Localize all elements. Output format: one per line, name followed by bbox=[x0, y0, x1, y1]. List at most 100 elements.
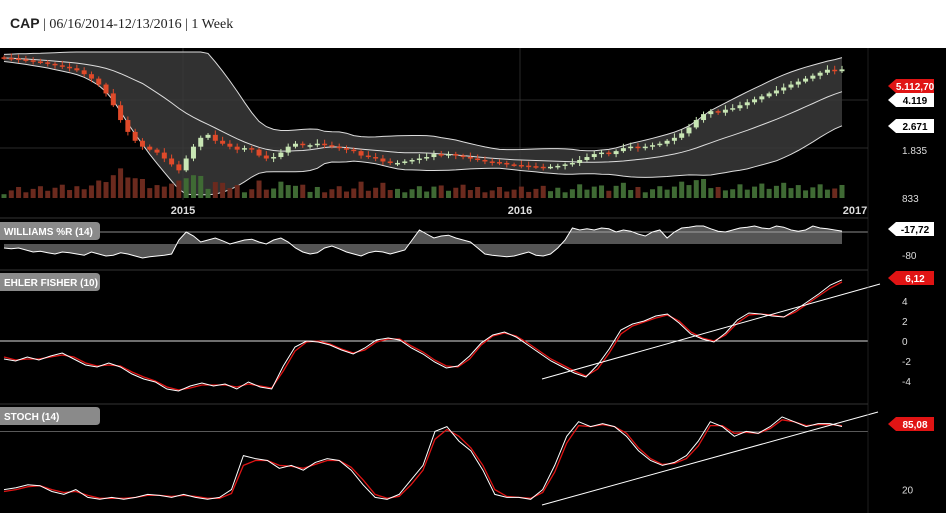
candle-body bbox=[810, 75, 816, 79]
price-badge-value: 2.671 bbox=[902, 122, 927, 133]
candle-body bbox=[118, 105, 124, 121]
candle-body bbox=[1, 57, 7, 59]
candle-body bbox=[176, 164, 182, 171]
candle-body bbox=[52, 63, 58, 66]
candle-body bbox=[249, 148, 255, 150]
candle-body bbox=[839, 69, 845, 72]
candle-body bbox=[365, 155, 371, 158]
candle-body bbox=[190, 146, 196, 159]
chart-title: CAP | 06/16/2014-12/13/2016 | 1 Week bbox=[10, 15, 233, 33]
volume-bar bbox=[781, 182, 787, 198]
volume-bar bbox=[446, 190, 452, 198]
volume-bar bbox=[548, 191, 554, 198]
candle-body bbox=[307, 145, 313, 147]
candle-body bbox=[234, 146, 240, 150]
volume-bar bbox=[30, 188, 36, 198]
volume-bar bbox=[81, 189, 87, 198]
volume-bar bbox=[599, 185, 605, 198]
volume-bar bbox=[227, 188, 233, 198]
volume-bar bbox=[613, 185, 619, 198]
volume-bar bbox=[16, 186, 22, 198]
candle-body bbox=[8, 57, 14, 60]
panel-label-tab bbox=[0, 407, 100, 425]
volume-bar bbox=[475, 186, 481, 198]
volume-bar bbox=[715, 186, 721, 198]
candle-body bbox=[183, 158, 189, 171]
volume-bar bbox=[803, 190, 809, 198]
symbol-label: CAP bbox=[10, 15, 40, 31]
candle-body bbox=[497, 162, 503, 164]
stoch-signal-line bbox=[3, 419, 843, 499]
candle-body bbox=[161, 152, 167, 159]
volume-bar bbox=[766, 188, 772, 198]
candle-body bbox=[16, 58, 22, 61]
candle-body bbox=[402, 161, 408, 163]
candle-body bbox=[620, 148, 626, 152]
candle-body bbox=[526, 165, 532, 168]
candle-body bbox=[212, 134, 218, 141]
price-panel[interactable]: 5.112,70 4.119 2.671 1.835 833 2015 2016 2017 bbox=[0, 48, 946, 217]
candle-body bbox=[642, 146, 648, 149]
volume-bar bbox=[110, 175, 116, 198]
volume-bar bbox=[292, 185, 298, 198]
volume-bar bbox=[635, 186, 641, 198]
volume-bar bbox=[533, 188, 539, 198]
volume-bar bbox=[671, 186, 677, 198]
candle-body bbox=[431, 154, 437, 158]
volume-bar bbox=[8, 190, 14, 198]
panel-label: EHLER FISHER (10) bbox=[4, 278, 98, 289]
candle-body bbox=[285, 146, 291, 153]
candle-body bbox=[715, 111, 721, 113]
candle-body bbox=[30, 60, 36, 62]
candle-body bbox=[555, 165, 561, 168]
volume-bar bbox=[132, 178, 138, 198]
fisher-tick-label: 0 bbox=[902, 337, 908, 348]
volume-bar bbox=[701, 179, 707, 198]
volume-bar bbox=[52, 187, 58, 198]
williams-panel[interactable]: WILLIAMS %R (14) -17,72 -80 bbox=[0, 217, 934, 262]
volume-bar bbox=[460, 184, 466, 198]
volume-bar bbox=[190, 175, 196, 198]
volume-bar bbox=[664, 189, 670, 198]
interval-label: 1 Week bbox=[191, 17, 234, 32]
candle-body bbox=[110, 93, 116, 106]
volume-bar bbox=[620, 182, 626, 198]
candle-body bbox=[81, 70, 87, 75]
candle-body bbox=[548, 166, 554, 169]
stock-chart[interactable]: 5.112,70 4.119 2.671 1.835 833 2015 2016 2017 W… bbox=[0, 48, 946, 513]
x-tick-label: 2016 bbox=[508, 205, 532, 217]
candle-body bbox=[409, 159, 415, 162]
volume-bar bbox=[511, 189, 517, 198]
volume-bar bbox=[351, 188, 357, 198]
volume-bar bbox=[300, 184, 306, 198]
volume-bar bbox=[409, 189, 415, 198]
volume-bar bbox=[161, 186, 167, 198]
volume-bar bbox=[67, 190, 73, 198]
candle-body bbox=[169, 158, 175, 165]
volume-bar bbox=[686, 185, 692, 198]
candle-body bbox=[198, 137, 204, 147]
volume-bar bbox=[526, 191, 532, 198]
candle-body bbox=[23, 59, 29, 61]
candle-body bbox=[773, 90, 779, 94]
volume-bar bbox=[497, 186, 503, 198]
candle-body bbox=[446, 154, 452, 156]
candle-body bbox=[88, 74, 94, 79]
fisher-tick-label: 4 bbox=[902, 297, 908, 308]
volume-bar bbox=[220, 182, 226, 198]
volume-bar bbox=[336, 186, 342, 198]
candle-body bbox=[635, 146, 641, 149]
volume-bar bbox=[431, 186, 437, 198]
candle-body bbox=[460, 155, 466, 158]
candle-body bbox=[220, 140, 226, 144]
volume-bar bbox=[584, 189, 590, 198]
fisher-tick-label: -2 bbox=[902, 357, 911, 368]
candle-body bbox=[475, 158, 481, 161]
fisher-panel[interactable]: EHLER FISHER (10) 6,12 4 2 0 -2 -4 bbox=[0, 269, 934, 392]
candle-body bbox=[562, 164, 568, 166]
candle-body bbox=[416, 158, 422, 161]
candle-body bbox=[45, 62, 51, 64]
volume-bar bbox=[96, 180, 102, 198]
bollinger-band-fill bbox=[4, 52, 842, 195]
